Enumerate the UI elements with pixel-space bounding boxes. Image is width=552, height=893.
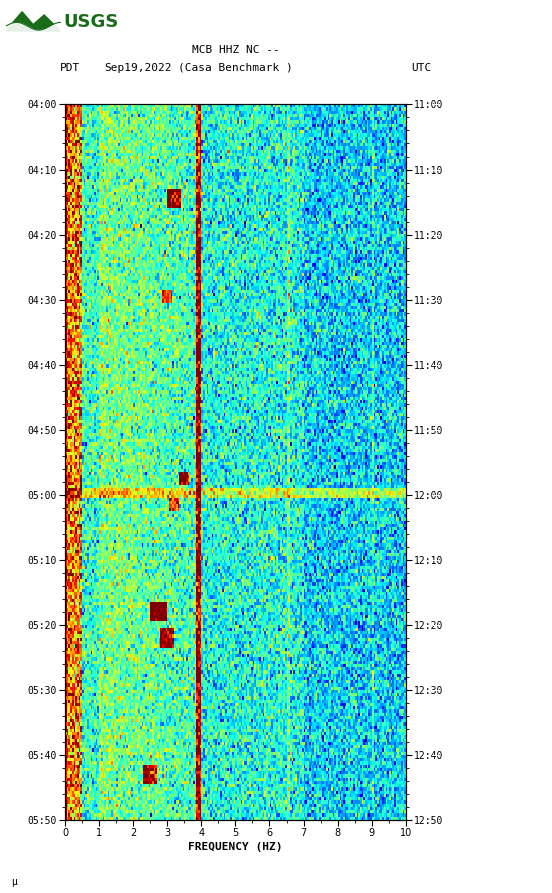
Text: (Casa Benchmark ): (Casa Benchmark ) xyxy=(178,63,293,73)
Text: μ: μ xyxy=(11,877,17,888)
Text: MCB HHZ NC --: MCB HHZ NC -- xyxy=(192,45,279,55)
Text: PDT: PDT xyxy=(60,63,80,73)
Polygon shape xyxy=(6,12,61,31)
Text: USGS: USGS xyxy=(63,13,119,31)
Text: UTC: UTC xyxy=(411,63,432,73)
Text: Sep19,2022: Sep19,2022 xyxy=(104,63,171,73)
X-axis label: FREQUENCY (HZ): FREQUENCY (HZ) xyxy=(188,842,283,852)
